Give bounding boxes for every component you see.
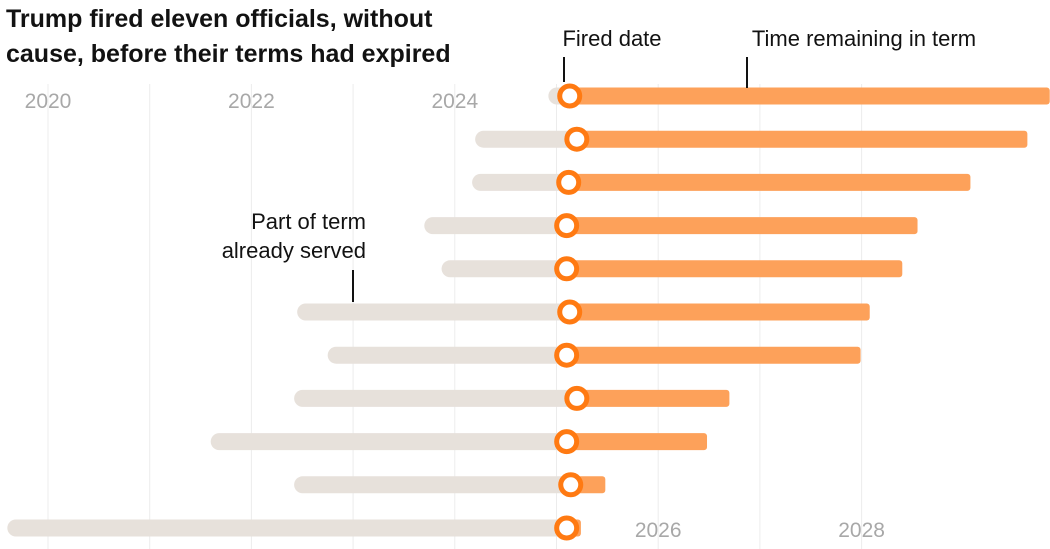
fired-date-marker	[554, 515, 580, 541]
tick-label-2020: 2020	[25, 90, 72, 113]
fired-date-marker	[557, 299, 583, 325]
chart-title-line-1: Trump fired eleven officials, without	[6, 5, 433, 33]
tick-label-2024: 2024	[431, 90, 478, 113]
served-annotation-line-2: already served	[222, 238, 366, 263]
fired-date-marker	[558, 472, 584, 498]
served-bar	[475, 130, 577, 148]
tick-label-2026: 2026	[635, 519, 682, 542]
served-bar	[472, 173, 569, 191]
served-bar	[297, 303, 570, 321]
fired-date-annotation: Fired date	[562, 26, 661, 51]
served-bar	[294, 389, 577, 407]
served-annotation-line-1: Part of term	[251, 209, 366, 234]
remaining-bar	[568, 389, 730, 407]
official-row-3	[472, 169, 971, 195]
official-row-6	[297, 299, 870, 325]
official-row-1	[548, 83, 1050, 109]
fired-date-marker	[556, 169, 582, 195]
chart-title-line-2: cause, before their terms had expired	[6, 40, 451, 68]
fired-date-marker	[564, 126, 590, 152]
remaining-bar	[558, 217, 918, 235]
fired-date-marker	[554, 213, 580, 239]
tick-label-2022: 2022	[228, 90, 275, 113]
remaining-bar	[561, 303, 870, 321]
official-row-9	[210, 429, 708, 455]
fired-date-marker	[557, 83, 583, 109]
served-bar	[294, 476, 571, 494]
remaining-bar	[558, 433, 708, 451]
axis-tick-labels: 2020 2022 2024 2026 2028	[25, 90, 885, 542]
remaining-bar	[558, 260, 903, 278]
served-bar	[210, 433, 567, 451]
official-row-10	[294, 472, 606, 498]
tick-label-2028: 2028	[838, 519, 885, 542]
time-remaining-annotation: Time remaining in term	[752, 26, 976, 51]
served-bar	[424, 217, 567, 235]
fired-date-marker	[564, 385, 590, 411]
remaining-bar	[560, 173, 971, 191]
served-bar	[327, 346, 567, 364]
official-row-4	[424, 213, 918, 239]
official-row-8	[294, 385, 730, 411]
served-bar	[441, 260, 567, 278]
official-rows	[7, 83, 1050, 541]
remaining-bar	[568, 130, 1028, 148]
remaining-bar	[558, 346, 861, 364]
fired-date-marker	[554, 429, 580, 455]
remaining-bar	[561, 87, 1050, 105]
official-row-11	[7, 515, 581, 541]
official-row-5	[441, 256, 903, 282]
official-row-7	[327, 342, 861, 368]
official-row-2	[475, 126, 1028, 152]
fired-date-marker	[554, 342, 580, 368]
served-bar	[7, 519, 567, 537]
fired-date-marker	[554, 256, 580, 282]
